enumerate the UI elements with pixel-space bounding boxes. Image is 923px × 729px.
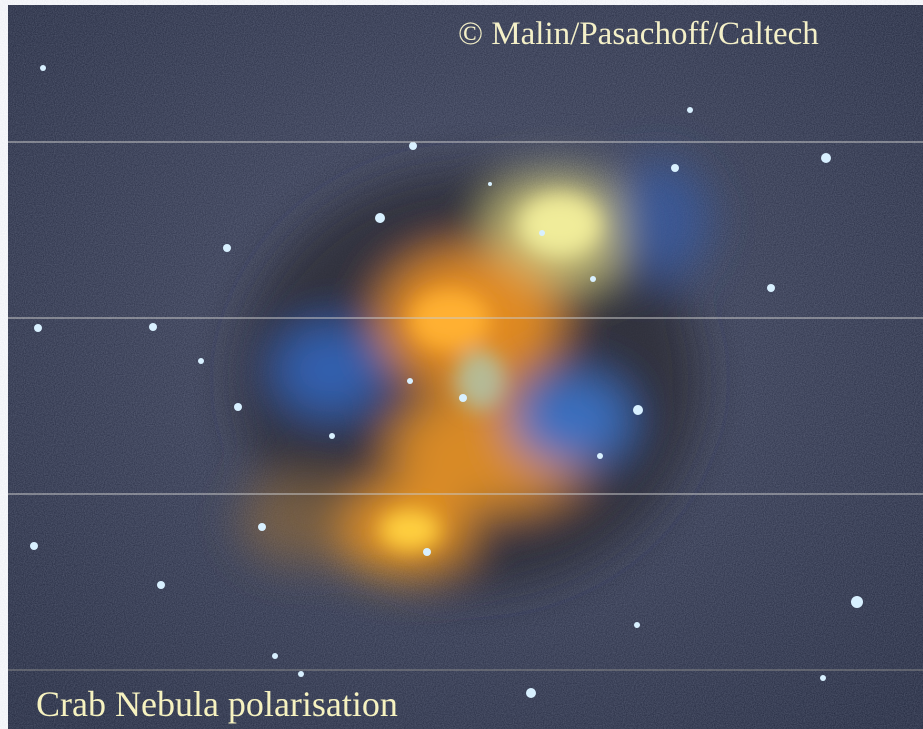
- credit: © Malin/Pasachoff/Caltech: [458, 16, 819, 52]
- page: {"credit": "© Malin/Pasachoff/Caltech", …: [0, 0, 923, 729]
- photo: © Malin/Pasachoff/Caltech Crab Nebula po…: [0, 0, 923, 729]
- caption: Crab Nebula polarisation: [36, 684, 398, 724]
